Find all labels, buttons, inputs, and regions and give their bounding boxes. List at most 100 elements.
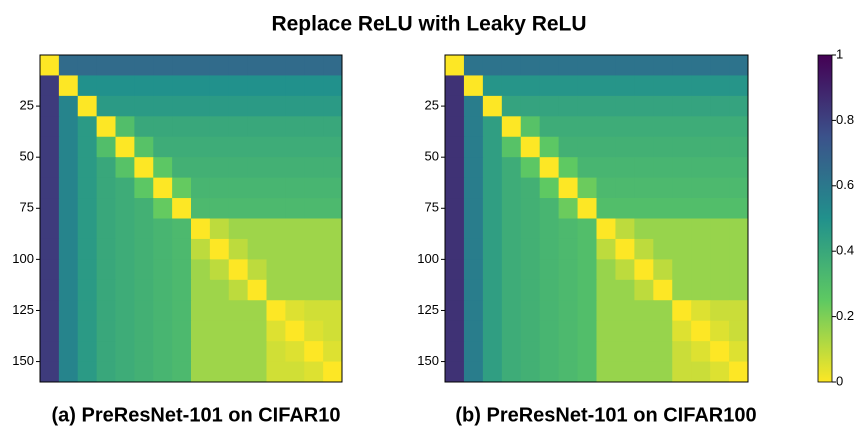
- heatmap-cell: [285, 116, 305, 138]
- heatmap-cell: [58, 238, 79, 260]
- heatmap-cell: [134, 218, 154, 240]
- heatmap-cell: [445, 177, 465, 199]
- heatmap-cell: [134, 320, 154, 342]
- heatmap-cell: [463, 177, 484, 199]
- heatmap-cell: [191, 157, 211, 179]
- heatmap-cell: [729, 361, 749, 383]
- heatmap-cell: [304, 238, 324, 260]
- heatmap-cell: [172, 320, 192, 342]
- colorbar-tick-label: 0.6: [836, 177, 854, 192]
- heatmap-cell: [691, 218, 711, 240]
- heatmap-cell: [304, 157, 324, 179]
- heatmap-cell: [577, 157, 597, 179]
- heatmap-cell: [266, 116, 286, 138]
- heatmap-cell: [634, 218, 654, 240]
- heatmap-cell: [520, 361, 541, 383]
- heatmap-cell: [77, 177, 98, 199]
- heatmap-cell: [445, 218, 465, 240]
- heatmap-cell: [615, 157, 635, 179]
- heatmap-cell: [58, 259, 79, 281]
- heatmap-cell: [77, 320, 98, 342]
- heatmap-cell: [58, 300, 79, 322]
- heatmap-cell: [482, 55, 503, 76]
- heatmap-cell: [672, 361, 692, 383]
- heatmap-cell: [577, 116, 597, 138]
- heatmap-cell: [520, 177, 541, 199]
- heatmap-cell: [134, 279, 154, 301]
- heatmap-cell: [672, 55, 692, 76]
- heatmap-cell: [482, 95, 503, 117]
- heatmap-cell: [596, 95, 616, 117]
- heatmap-cell: [445, 136, 465, 158]
- heatmap-cell: [153, 218, 173, 240]
- heatmap-cell: [40, 198, 60, 219]
- heatmap-cell: [501, 279, 522, 301]
- heatmap-cell: [710, 95, 730, 117]
- heatmap-cell: [266, 218, 286, 240]
- heatmap-cell: [228, 238, 249, 260]
- heatmap-cell: [153, 259, 173, 281]
- heatmap-cell: [209, 116, 230, 138]
- heatmap-cell: [710, 341, 730, 363]
- heatmap-cell: [482, 136, 503, 158]
- heatmap-cell: [77, 361, 98, 383]
- heatmap-cell: [501, 361, 522, 383]
- heatmap-cell: [634, 238, 654, 260]
- heatmap-cell: [285, 341, 305, 363]
- heatmap-cell: [285, 279, 305, 301]
- heatmap-cell: [729, 198, 749, 219]
- heatmap-cell: [266, 259, 286, 281]
- heatmap-cell: [96, 279, 116, 301]
- heatmap-cell: [691, 177, 711, 199]
- heatmap-cell: [115, 279, 135, 301]
- heatmap-cell: [445, 341, 465, 363]
- heatmap-cell: [710, 238, 730, 260]
- heatmap-cell: [463, 320, 484, 342]
- heatmap-cell: [710, 177, 730, 199]
- heatmap-cell: [58, 116, 79, 138]
- heatmap-cell: [77, 238, 98, 260]
- heatmap-cell: [672, 116, 692, 138]
- heatmap-cell: [501, 198, 522, 219]
- heatmap-cell: [266, 177, 286, 199]
- heatmap-cell: [615, 341, 635, 363]
- heatmap-cell: [96, 300, 116, 322]
- heatmap-cell: [729, 136, 749, 158]
- heatmap-cell: [710, 136, 730, 158]
- heatmap-cell: [596, 136, 616, 158]
- heatmap-cell: [247, 218, 267, 240]
- heatmap-cell: [558, 198, 579, 219]
- heatmap-cell: [445, 157, 465, 179]
- heatmap-cell: [304, 361, 324, 383]
- heatmap-cell: [96, 55, 116, 76]
- heatmap-cell: [228, 198, 249, 219]
- heatmap-cell: [323, 136, 343, 158]
- heatmap-cell: [115, 361, 135, 383]
- heatmap-cell: [58, 95, 79, 117]
- heatmap-cell: [191, 259, 211, 281]
- heatmap-cell: [539, 116, 560, 138]
- heatmap-cell: [96, 320, 116, 342]
- heatmap-cell: [653, 320, 673, 342]
- heatmap-cell: [577, 361, 597, 383]
- heatmap-cell: [710, 300, 730, 322]
- heatmap-cell: [482, 300, 503, 322]
- heatmap-cell: [77, 341, 98, 363]
- heatmap-cell: [191, 198, 211, 219]
- y-tick-label: 50: [425, 149, 439, 164]
- heatmap-cell: [615, 279, 635, 301]
- heatmap-cell: [596, 300, 616, 322]
- heatmap-cell: [672, 136, 692, 158]
- heatmap-cell: [304, 300, 324, 322]
- colorbar-tick-label: 0: [836, 373, 843, 388]
- heatmap-cell: [596, 361, 616, 383]
- heatmap-cell: [266, 95, 286, 117]
- heatmap-cell: [539, 218, 560, 240]
- heatmap-cell: [577, 218, 597, 240]
- heatmap-cell: [228, 95, 249, 117]
- heatmap-cell: [577, 238, 597, 260]
- heatmap-cell: [96, 218, 116, 240]
- heatmap-cell: [58, 157, 79, 179]
- heatmap-cell: [247, 341, 267, 363]
